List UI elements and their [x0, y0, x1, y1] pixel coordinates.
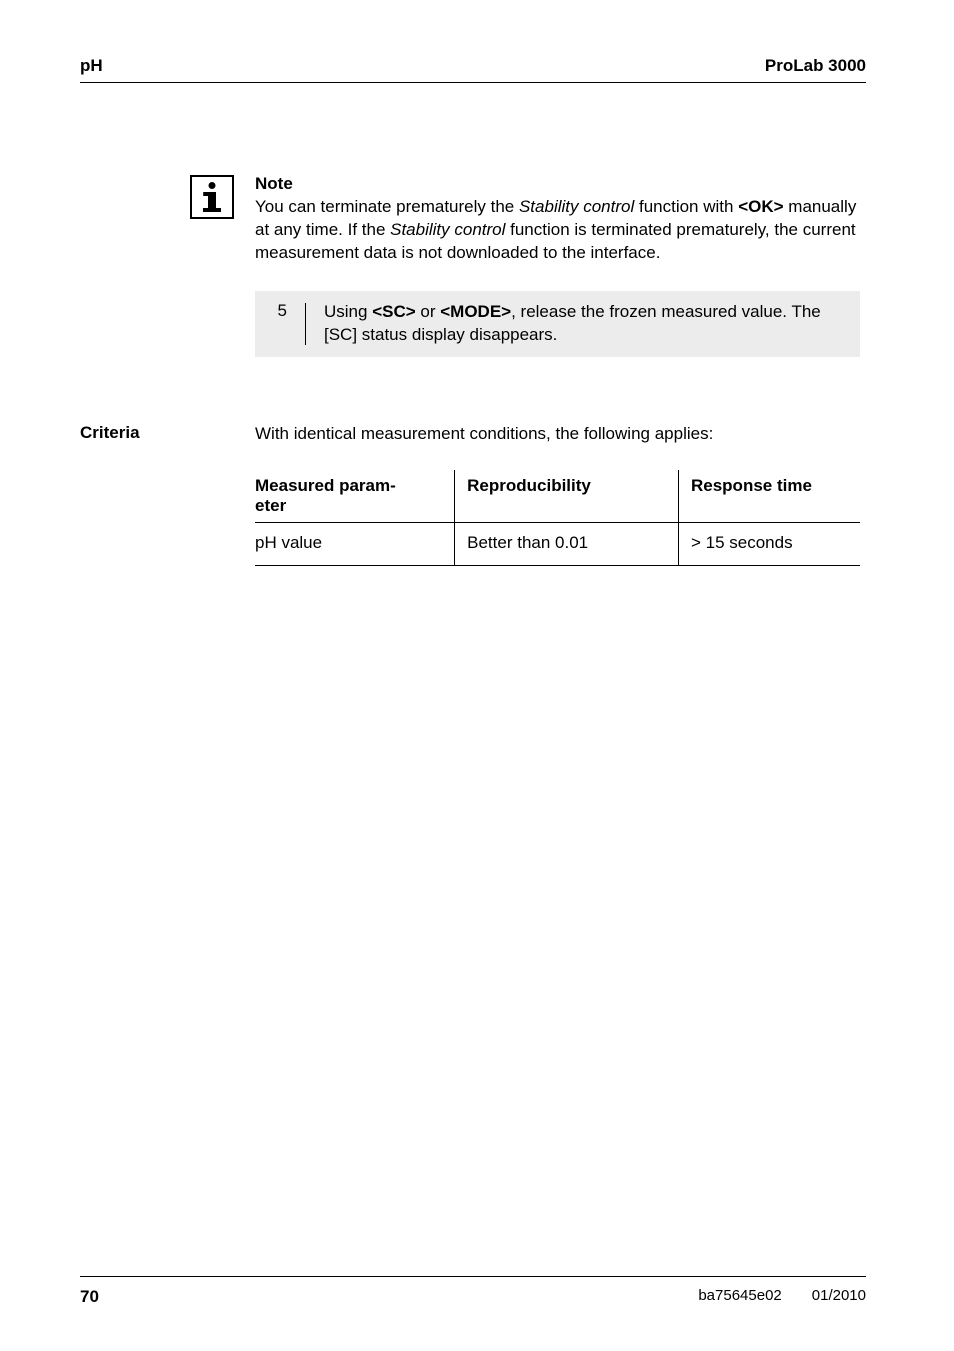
table-header-row: Measured param- eter Reproducibility Res… — [255, 470, 860, 523]
table-head: Measured param- eter Reproducibility Res… — [255, 470, 860, 523]
criteria-block: Criteria With identical measurement cond… — [255, 423, 860, 566]
criteria-intro: With identical measurement conditions, t… — [255, 423, 860, 446]
th1-line1: Measured param- — [255, 476, 396, 495]
footer-right: ba75645e02 01/2010 — [698, 1287, 866, 1307]
header-left: pH — [80, 56, 103, 76]
table-header-1: Measured param- eter — [255, 470, 455, 523]
note-text-2: function with — [634, 197, 738, 216]
criteria-table: Measured param- eter Reproducibility Res… — [255, 470, 860, 566]
table-cell-1: pH value — [255, 522, 455, 565]
table-body: pH value Better than 0.01 > 15 seconds — [255, 522, 860, 565]
criteria-label: Criteria — [80, 423, 140, 443]
step-number: 5 — [265, 301, 287, 347]
note-block: Note You can terminate prematurely the S… — [255, 173, 860, 265]
table-header-3: Response time — [678, 470, 860, 523]
table-row: pH value Better than 0.01 > 15 seconds — [255, 522, 860, 565]
info-icon — [190, 175, 234, 219]
step-bold-2: <MODE> — [440, 302, 511, 321]
table-header-2: Reproducibility — [455, 470, 679, 523]
th1-line2: eter — [255, 496, 286, 515]
note-italic-2: Stability control — [390, 220, 505, 239]
step-text-1: Using — [324, 302, 372, 321]
step-row: 5 Using <SC> or <MODE>, release the froz… — [255, 291, 860, 357]
step-text: Using <SC> or <MODE>, release the frozen… — [324, 301, 846, 347]
note-bold-1: <OK> — [738, 197, 783, 216]
step-bold-1: <SC> — [372, 302, 415, 321]
note-italic-1: Stability control — [519, 197, 634, 216]
footer-date: 01/2010 — [812, 1287, 866, 1307]
page: pH ProLab 3000 Note You can terminate pr… — [0, 0, 954, 1351]
header-right: ProLab 3000 — [765, 56, 866, 76]
step-text-2: or — [416, 302, 441, 321]
step-divider — [305, 303, 306, 345]
note-text: You can terminate prematurely the Stabil… — [255, 196, 860, 265]
body-column: Note You can terminate prematurely the S… — [255, 173, 860, 566]
note-text-1: You can terminate prematurely the — [255, 197, 519, 216]
footer-page-number: 70 — [80, 1287, 99, 1307]
footer-doc-id: ba75645e02 — [698, 1287, 781, 1307]
table-cell-3: > 15 seconds — [678, 522, 860, 565]
note-heading: Note — [255, 173, 860, 196]
table-cell-2: Better than 0.01 — [455, 522, 679, 565]
page-header: pH ProLab 3000 — [80, 56, 866, 83]
page-footer: 70 ba75645e02 01/2010 — [80, 1276, 866, 1307]
